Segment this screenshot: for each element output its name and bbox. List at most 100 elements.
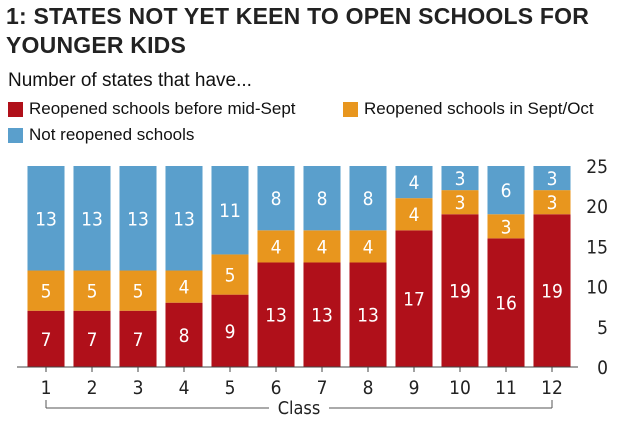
y-tick-label: 10 — [586, 277, 608, 299]
data-label: 11 — [219, 200, 241, 222]
data-label: 8 — [271, 188, 282, 210]
chart-title: 1: STATES NOT YET KEEN TO OPEN SCHOOLS F… — [6, 3, 590, 58]
x-tick-label: 2 — [87, 377, 98, 399]
bar-segment-before-mid-sept — [27, 310, 65, 367]
x-axis-title: Class — [278, 398, 321, 419]
bar-segment-sept-oct — [303, 230, 341, 263]
y-tick-label: 15 — [586, 236, 608, 258]
data-label: 3 — [547, 192, 558, 214]
bar-segment-sept-oct — [73, 270, 111, 311]
stacked-bar-chart: 7513751375138413951113481348134817441933… — [17, 156, 608, 419]
bar-segment-sept-oct — [27, 270, 65, 311]
bar-segment-not-reopened — [303, 166, 341, 231]
bar-segment-before-mid-sept — [395, 230, 433, 367]
legend-swatch-blue — [8, 127, 23, 143]
legend: Reopened schools before mid-Sept Reopene… — [8, 99, 618, 151]
bar-segment-sept-oct — [395, 198, 433, 231]
data-label: 13 — [311, 305, 333, 327]
data-label: 19 — [541, 281, 563, 303]
legend-label: Reopened schools before mid-Sept — [29, 99, 296, 118]
data-label: 17 — [403, 289, 425, 311]
bar-segment-sept-oct — [487, 214, 525, 239]
data-label: 7 — [41, 329, 52, 351]
data-label: 6 — [501, 180, 512, 202]
chart-subtitle: Number of states that have... — [8, 70, 252, 91]
bar-segment-before-mid-sept — [487, 238, 525, 367]
bar-segment-before-mid-sept — [257, 262, 295, 367]
legend-swatch-red — [8, 101, 23, 117]
bar-segment-before-mid-sept — [165, 302, 203, 367]
bar-segment-sept-oct — [119, 270, 157, 311]
x-tick-label: 4 — [179, 377, 190, 399]
data-label: 8 — [179, 325, 190, 347]
x-tick-label: 11 — [495, 377, 517, 399]
x-tick-label: 1 — [41, 377, 52, 399]
data-label: 5 — [41, 281, 52, 303]
data-label: 13 — [357, 305, 379, 327]
y-tick-label: 5 — [597, 317, 608, 339]
bar-segment-sept-oct — [211, 254, 249, 295]
data-label: 7 — [87, 329, 98, 351]
data-label: 4 — [179, 277, 190, 299]
legend-label: Reopened schools in Sept/Oct — [364, 99, 594, 118]
bar-segment-sept-oct — [257, 230, 295, 263]
bar-segment-not-reopened — [257, 166, 295, 231]
data-label: 3 — [455, 168, 466, 190]
data-label: 3 — [455, 192, 466, 214]
x-tick-label: 6 — [271, 377, 282, 399]
data-label: 4 — [409, 172, 420, 194]
bar-segment-not-reopened — [395, 166, 433, 199]
legend-item-sept-oct: Reopened schools in Sept/Oct — [343, 99, 594, 119]
data-label: 5 — [133, 281, 144, 303]
data-label: 4 — [363, 236, 374, 258]
bar-segment-before-mid-sept — [441, 214, 479, 367]
legend-item-before-mid-sept: Reopened schools before mid-Sept — [8, 99, 296, 119]
bar-segment-before-mid-sept — [303, 262, 341, 367]
data-label: 8 — [363, 188, 374, 210]
bar-segment-not-reopened — [211, 166, 249, 255]
data-label: 13 — [173, 208, 195, 230]
data-label: 4 — [317, 236, 328, 258]
bar-segment-before-mid-sept — [533, 214, 571, 367]
x-tick-label: 8 — [363, 377, 374, 399]
data-label: 8 — [317, 188, 328, 210]
x-tick-label: 5 — [225, 377, 236, 399]
data-label: 4 — [409, 204, 420, 226]
x-tick-label: 10 — [449, 377, 471, 399]
y-tick-label: 0 — [597, 357, 608, 379]
bar-segment-sept-oct — [441, 190, 479, 215]
x-tick-label: 7 — [317, 377, 328, 399]
bar-segment-not-reopened — [349, 166, 387, 231]
x-tick-label: 9 — [409, 377, 420, 399]
bar-segment-not-reopened — [27, 166, 65, 271]
x-tick-label: 12 — [541, 377, 563, 399]
y-tick-label: 20 — [586, 196, 608, 218]
data-label: 13 — [81, 208, 103, 230]
bar-segment-not-reopened — [73, 166, 111, 271]
data-label: 3 — [501, 216, 512, 238]
bar-segment-before-mid-sept — [73, 310, 111, 367]
data-label: 13 — [127, 208, 149, 230]
bar-segment-not-reopened — [441, 166, 479, 191]
y-tick-label: 25 — [586, 156, 608, 178]
bar-segment-sept-oct — [349, 230, 387, 263]
legend-swatch-orange — [343, 101, 358, 117]
legend-item-not-reopened: Not reopened schools — [8, 125, 194, 145]
data-label: 13 — [265, 305, 287, 327]
data-label: 5 — [87, 281, 98, 303]
bar-segment-not-reopened — [487, 166, 525, 215]
bar-segment-not-reopened — [119, 166, 157, 271]
bar-segment-not-reopened — [533, 166, 571, 191]
data-label: 3 — [547, 168, 558, 190]
x-tick-label: 3 — [133, 377, 144, 399]
bar-segment-before-mid-sept — [211, 294, 249, 367]
data-label: 9 — [225, 321, 236, 343]
legend-label: Not reopened schools — [29, 125, 195, 144]
data-label: 4 — [271, 236, 282, 258]
bar-segment-not-reopened — [165, 166, 203, 271]
bar-segment-before-mid-sept — [119, 310, 157, 367]
bar-segment-sept-oct — [165, 270, 203, 303]
data-label: 13 — [35, 208, 57, 230]
data-label: 7 — [133, 329, 144, 351]
data-label: 19 — [449, 281, 471, 303]
